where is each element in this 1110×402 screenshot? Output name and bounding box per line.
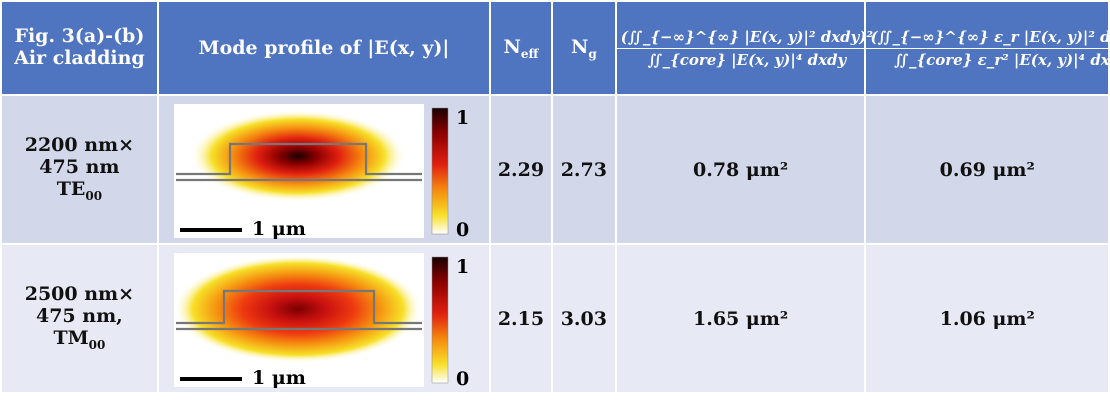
effective-area-eps-value: 0.69 μm² (866, 96, 1108, 243)
dimension-height: 475 nm (39, 156, 120, 179)
formula-aeff: (∬_{−∞}^{∞} |E(x, y)|² dxdy)² ∬_{core} |… (616, 26, 878, 71)
formula-aeff-eps: (∬_{−∞}^{∞} ε_r |E(x, y)|² dxdy)² ∬_{cor… (866, 26, 1110, 71)
header-row: Fig. 3(a)-(b) Air cladding Mode profile … (2, 2, 1110, 94)
formula-aeff-eps-bar (866, 48, 1110, 49)
header-figure-line1: Fig. 3(a)-(b) (14, 25, 145, 48)
mode-profile-cell: 1 μm 1 0 (158, 245, 490, 392)
ng-value: 3.03 (552, 245, 615, 392)
colorbar (431, 107, 449, 234)
colorbar-max-label: 1 (456, 256, 469, 278)
header-ng-sub: g (588, 46, 597, 61)
header-ng-main: N (570, 35, 589, 58)
header-effective-area-eps-formula: (∬_{−∞}^{∞} ε_r |E(x, y)|² dxdy)² ∬_{cor… (866, 2, 1110, 94)
mode-profile-cell: 1 μm 1 0 (158, 96, 490, 243)
colorbar (431, 256, 449, 383)
formula-aeff-eps-denominator: ∬_{core} ε_r² |E(x, y)|⁴ dxdy (893, 51, 1110, 69)
table-row: 2500 nm× 475 nm, TM00 (2, 245, 1108, 392)
header-neff: Neff (491, 2, 551, 94)
colorbar-min-label: 0 (456, 368, 469, 389)
formula-aeff-denominator: ∬_{core} |E(x, y)|⁴ dxdy (647, 51, 847, 69)
effective-area-eps-value: 1.06 μm² (866, 245, 1108, 392)
ng-value: 2.73 (552, 96, 615, 243)
colorbar-min-label: 0 (456, 219, 469, 240)
header-ng: Ng (552, 2, 615, 94)
waveguide-description: 2500 nm× 475 nm, TM00 (2, 245, 157, 392)
waveguide-outline (175, 142, 422, 175)
mode-label-sub: 00 (85, 188, 103, 203)
header-neff-sub: eff (520, 46, 539, 61)
table-row: 2200 nm× 475 nm TE00 (2, 96, 1108, 243)
formula-aeff-eps-numerator: (∬_{−∞}^{∞} ε_r |E(x, y)|² dxdy)² (870, 28, 1110, 46)
header-mode-profile: Mode profile of |E(x, y)| (158, 2, 490, 94)
waveguide-description: 2200 nm× 475 nm TE00 (2, 96, 157, 243)
mode-label: TE (56, 178, 86, 201)
dimension-width: 2500 nm× (24, 283, 135, 306)
neff-value: 2.15 (491, 245, 551, 392)
mode-profile-plot: 1 μm 1 0 (173, 252, 469, 389)
mode-profile-plot: 1 μm 1 0 (173, 103, 469, 240)
waveguide-outline (175, 289, 422, 324)
field-intensity (189, 109, 406, 202)
mode-label: TM (53, 327, 89, 350)
header-effective-area-formula: (∬_{−∞}^{∞} |E(x, y)|² dxdy)² ∬_{core} |… (616, 2, 878, 94)
header-neff-main: N (503, 35, 521, 58)
header-mode-profile-label: Mode profile of |E(x, y)| (198, 37, 450, 59)
formula-aeff-bar (616, 48, 878, 49)
scale-bar-label: 1 μm (252, 367, 306, 389)
formula-aeff-numerator: (∬_{−∞}^{∞} |E(x, y)|² dxdy)² (620, 28, 874, 46)
effective-area-value: 0.78 μm² (616, 96, 865, 243)
header-figure-line2: Air cladding (14, 47, 145, 69)
scale-bar-label: 1 μm (252, 218, 306, 240)
header-figure: Fig. 3(a)-(b) Air cladding (2, 2, 157, 94)
colorbar-max-label: 1 (456, 107, 469, 129)
effective-area-value: 1.65 μm² (616, 245, 865, 392)
mode-label-sub: 00 (88, 337, 106, 352)
dimension-width: 2200 nm× (24, 134, 135, 157)
dimension-height: 475 nm, (35, 305, 123, 328)
field-intensity (173, 254, 422, 363)
neff-value: 2.29 (491, 96, 551, 243)
